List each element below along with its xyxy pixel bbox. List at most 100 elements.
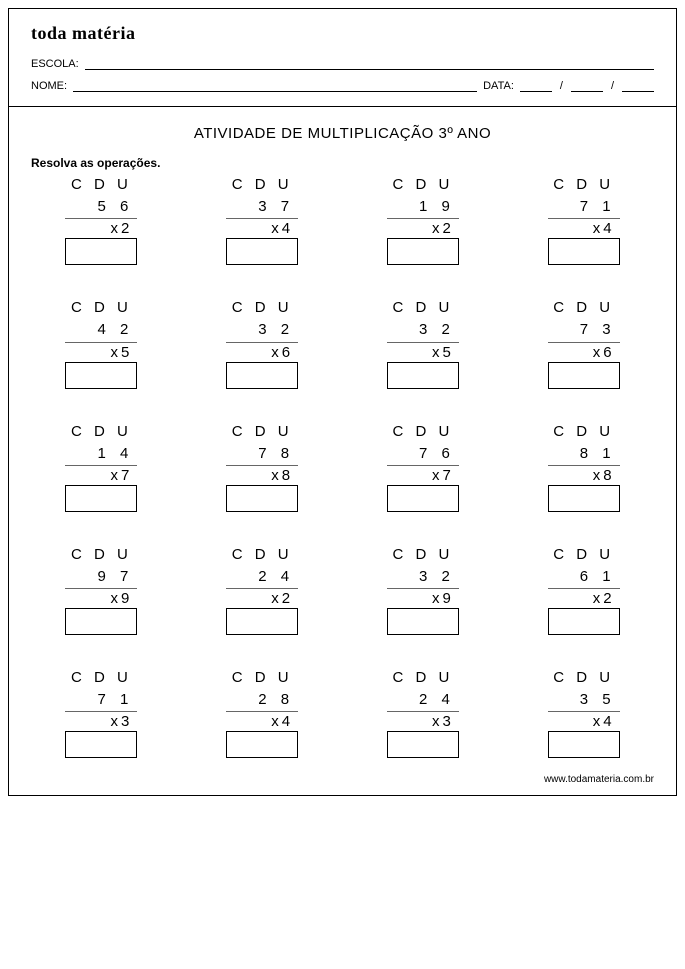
multiplier-row: x8 [226,465,298,484]
multiplier: 5 [121,344,133,361]
brand-logo: toda matéria [31,23,654,44]
problem: C D U3 2x5 [353,299,494,388]
column-header: C D U [553,546,614,563]
column-header: C D U [392,299,453,316]
column-header: C D U [232,423,293,440]
multiplier-row: x5 [387,342,459,361]
multiplicand: 4 2 [65,320,137,340]
multiplicand: 7 8 [226,444,298,464]
date-day-line [520,80,552,92]
multiplicand: 3 2 [226,320,298,340]
answer-box [387,238,459,265]
date-year-line [622,80,654,92]
multiplicand: 9 7 [65,567,137,587]
column-header: C D U [553,669,614,686]
multiplicand: 2 4 [226,567,298,587]
footer-url: www.todamateria.com.br [9,768,676,795]
multiplier: 2 [282,590,294,607]
problem: C D U 2 4x2 [192,546,333,635]
multiplier-row: x9 [387,588,459,607]
worksheet-page: toda matéria ESCOLA: NOME: DATA: / / ATI… [8,8,677,796]
column-header: C D U [392,423,453,440]
multiplier: 4 [282,220,294,237]
multiplier: 4 [282,713,294,730]
multiplier-row: x3 [387,711,459,730]
multiplier: 8 [603,467,615,484]
answer-box [548,362,620,389]
answer-box [548,608,620,635]
column-header: C D U [553,423,614,440]
answer-box [548,731,620,758]
multiplier: 2 [443,220,455,237]
problem: C D U3 2x9 [353,546,494,635]
multiplier-row: x4 [226,711,298,730]
date-month-line [571,80,603,92]
multiplicand: 3 5 [548,690,620,710]
school-row: ESCOLA: [31,58,654,70]
multiplicand: 7 3 [548,320,620,340]
operator: x [593,344,602,361]
multiplier-row: x2 [65,218,137,237]
column-header: C D U [232,299,293,316]
multiplier: 2 [603,590,615,607]
multiplier: 4 [603,713,615,730]
operator: x [593,590,602,607]
multiplicand: 7 1 [65,690,137,710]
problem: C D U3 2x6 [192,299,333,388]
problem: C D U7 1x4 [513,176,654,265]
multiplier-row: x4 [226,218,298,237]
problem: C D U 7 6x7 [353,423,494,512]
problem: C D U 3 5x4 [513,669,654,758]
multiplier: 3 [121,713,133,730]
column-header: C D U [553,299,614,316]
multiplier: 3 [443,713,455,730]
date-slash-1: / [558,80,565,92]
multiplier-row: x2 [387,218,459,237]
multiplier: 6 [282,344,294,361]
problem: C D U 8 1x8 [513,423,654,512]
problems-grid: C D U5 6x2C D U3 7x4C D U1 9x2C D U7 1x4… [31,176,654,758]
worksheet-body: ATIVIDADE DE MULTIPLICAÇÃO 3º ANO Resolv… [9,107,676,768]
column-header: C D U [232,176,293,193]
column-header: C D U [71,299,132,316]
answer-box [226,238,298,265]
column-header: C D U [71,669,132,686]
multiplier-row: x2 [226,588,298,607]
problem: C D U6 1x2 [513,546,654,635]
multiplier: 6 [603,344,615,361]
multiplicand: 7 6 [387,444,459,464]
column-header: C D U [392,546,453,563]
answer-box [548,238,620,265]
answer-box [226,608,298,635]
multiplier: 8 [282,467,294,484]
column-header: C D U [232,669,293,686]
problem: C D U 7 3 x6 [513,299,654,388]
multiplier-row: x3 [65,711,137,730]
multiplicand: 5 6 [65,197,137,217]
column-header: C D U [71,423,132,440]
multiplier-row: x5 [65,342,137,361]
operator: x [111,344,120,361]
multiplier: 7 [443,467,455,484]
operator: x [432,220,441,237]
operator: x [271,713,280,730]
multiplier-row: x7 [387,465,459,484]
column-header: C D U [392,176,453,193]
multiplier-row: x8 [548,465,620,484]
worksheet-title: ATIVIDADE DE MULTIPLICAÇÃO 3º ANO [31,125,654,142]
multiplicand: 2 8 [226,690,298,710]
multiplier-row: x4 [548,218,620,237]
operator: x [432,590,441,607]
multiplier: 7 [121,467,133,484]
multiplier-row: x4 [548,711,620,730]
multiplier: 5 [443,344,455,361]
column-header: C D U [232,546,293,563]
answer-box [226,731,298,758]
multiplier: 2 [121,220,133,237]
column-header: C D U [392,669,453,686]
name-label: NOME: [31,80,67,92]
problem: C D U2 4x3 [353,669,494,758]
date-slash-2: / [609,80,616,92]
column-header: C D U [553,176,614,193]
multiplicand: 8 1 [548,444,620,464]
